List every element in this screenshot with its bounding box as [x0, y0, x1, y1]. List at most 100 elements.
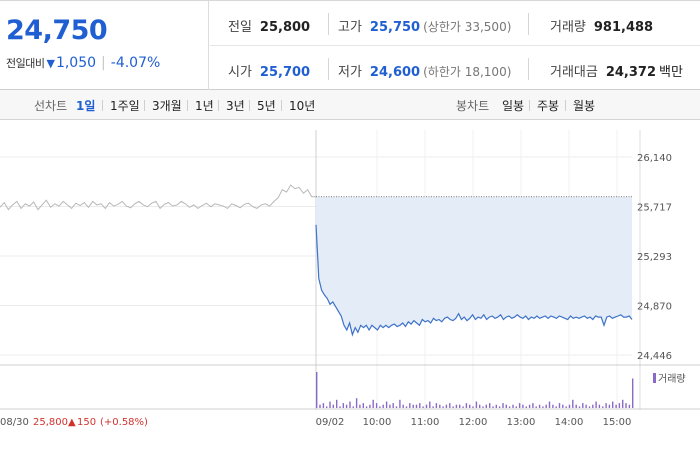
divider [528, 58, 529, 80]
volume-bar [322, 403, 325, 408]
tab-3years[interactable]: 3년 [226, 99, 245, 113]
volume-bar [565, 406, 567, 408]
stat-value: 25,750 [369, 20, 421, 35]
volume-bar [352, 406, 354, 408]
volume-bar [392, 403, 394, 408]
volume-bar [465, 403, 468, 408]
volume-bar [628, 404, 631, 408]
prev-day-change-pct: (+0.58%) [100, 417, 148, 428]
volume-bar [469, 404, 471, 408]
volume-bar [369, 404, 371, 408]
volume-bar [518, 403, 521, 408]
volume-bar [548, 401, 551, 408]
volume-bar [412, 404, 414, 408]
volume-bar [568, 404, 571, 408]
volume-bar [489, 403, 491, 408]
up-arrow-icon: ▲ [68, 417, 76, 428]
prev-day-change: 150 [77, 417, 96, 428]
tab-1week[interactable]: 1주일 [110, 99, 140, 113]
y-tick-label: 24,446 [637, 351, 672, 362]
volume-bar [362, 403, 364, 408]
stat-low: 저가 24,600 (하한가 18,100) [338, 61, 511, 80]
stat-amount: 거래대금 24,372 백만 [550, 61, 683, 80]
stat-value: 24,600 [369, 65, 421, 80]
volume-bar [632, 378, 634, 408]
tab-weekly-candle[interactable]: 주봉 [537, 99, 560, 113]
stat-value: 25,800 [259, 20, 311, 35]
volume-bar [372, 399, 374, 408]
volume-bar [552, 404, 554, 408]
volume-bar [498, 406, 501, 408]
volume-bar [399, 399, 401, 408]
volume-bar [439, 404, 441, 408]
volume-bar [415, 404, 418, 408]
price-summary: 24,750 전일대비 ▼1,050 | -4.07% [0, 1, 209, 90]
x-axis: 08/30 25,800 ▲ 150 (+0.58%) 09/02 10:00 11… [0, 417, 631, 428]
tab-1day[interactable]: 1일 [76, 99, 96, 113]
change-value: 1,050 [55, 55, 97, 71]
prev-day-price-line [0, 184, 316, 211]
stat-high: 고가 25,750 (상한가 33,500) [338, 16, 511, 35]
volume-legend-swatch [653, 373, 656, 383]
stat-label: 고가 [338, 20, 362, 35]
volume-bar [495, 404, 497, 408]
divider [328, 13, 329, 35]
volume-bar [442, 406, 444, 408]
upper-limit: (상한가 33,500) [423, 20, 512, 34]
volume-legend-label: 거래량 [658, 373, 686, 385]
volume-bar [425, 404, 428, 408]
tab-1year[interactable]: 1년 [195, 99, 214, 113]
volume-bar [472, 406, 474, 408]
change-percent: -4.07% [110, 55, 161, 71]
volume-bar [345, 404, 348, 408]
divider [187, 100, 188, 111]
tab-10years[interactable]: 10년 [289, 99, 316, 113]
x-tick-label: 15:00 [603, 417, 632, 428]
lower-limit: (하한가 18,100) [423, 65, 512, 79]
volume-bar [625, 403, 627, 408]
x-tick-label: 12:00 [459, 417, 488, 428]
volume-bar [329, 401, 331, 408]
prev-day-close: 25,800 [33, 417, 68, 428]
price-change: 전일대비 ▼1,050 | -4.07% [6, 55, 160, 71]
volume-bar [365, 406, 368, 408]
volume-bar [475, 401, 478, 408]
x-tick-label: 10:00 [363, 417, 392, 428]
stat-label: 전일 [228, 20, 252, 35]
volume-bar [545, 404, 547, 408]
tab-daily-candle[interactable]: 일봉 [502, 99, 525, 113]
volume-legend: 거래량 [653, 373, 686, 385]
volume-bar [395, 406, 398, 408]
volume-bar [482, 406, 484, 408]
x-tick-label: 14:00 [555, 417, 584, 428]
divider [565, 100, 566, 111]
divider [328, 58, 329, 80]
volume-bar [355, 398, 358, 408]
tab-5years[interactable]: 5년 [257, 99, 276, 113]
volume-bar [615, 404, 617, 408]
y-axis: 26,140 25,717 25,293 24,870 24,446 [637, 153, 672, 362]
volume-bar [449, 403, 451, 408]
volume-bar [595, 401, 597, 408]
x-tick-label: 11:00 [411, 417, 440, 428]
volume-bar [622, 399, 624, 408]
volume-bar [558, 403, 561, 408]
down-arrow-icon: ▼ [46, 57, 55, 70]
divider [529, 100, 530, 111]
volume-bar [452, 406, 454, 408]
tab-monthly-candle[interactable]: 월봉 [573, 99, 596, 113]
line-chart-label: 선차트 [34, 99, 68, 113]
tab-3months[interactable]: 3개월 [152, 99, 182, 113]
chart-tab-bar: 선차트 1일 1주일 3개월 1년 3년 5년 10년 봉차트 일봉 주봉 월봉 [0, 90, 700, 120]
y-tick-label: 26,140 [637, 153, 672, 164]
stat-label: 거래대금 [550, 65, 598, 80]
volume-bar [612, 401, 614, 408]
current-price: 24,750 [6, 15, 108, 46]
volume-bar [462, 406, 464, 408]
volume-bar [429, 401, 431, 408]
volume-bar [402, 404, 404, 408]
volume-bar [382, 404, 384, 408]
volume-bar [592, 404, 594, 408]
volume-bar [405, 406, 408, 408]
stat-value: 24,372 [605, 65, 657, 80]
